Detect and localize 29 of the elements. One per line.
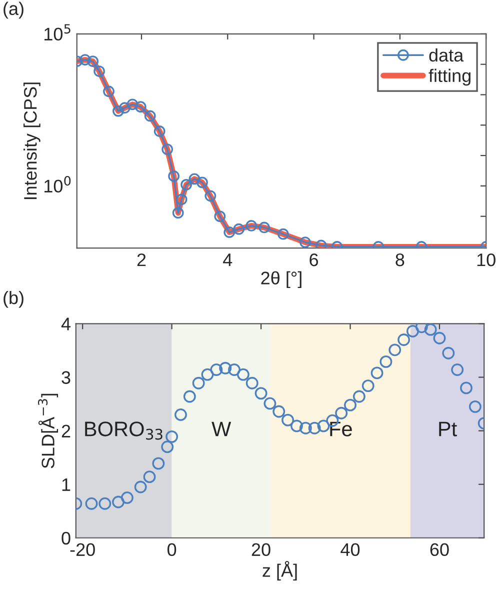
legend-label: fitting [428,68,470,86]
y-tick-label: 10$^{5}$ [44,24,70,41]
band-label: W [212,422,232,436]
x-tick-label: 20 [252,543,270,556]
x-tick-label: 40 [340,543,360,556]
x-axis-title: 2θ [°] [261,271,302,288]
x-tick-label: -20 [70,543,95,556]
y-tick-label: 3 [62,371,70,384]
band-label: Pt [439,422,457,436]
x-tick-label: 8 [396,253,404,266]
x-tick-label: 4 [223,254,232,266]
x-tick-label: 6 [310,253,318,266]
band-label: Fe [330,422,352,436]
x-tick-label: 0 [167,543,176,556]
y-tick-label: 10$^{0}$ [44,176,71,193]
y-tick-label: 1 [62,478,70,491]
y-tick-label: 4 [61,318,70,330]
legend-label: data [429,48,464,62]
band-label: BORO$_{33}$ [85,422,162,440]
x-tick-label: 60 [430,543,449,556]
x-tick-label: 10 [477,253,496,266]
x-axis-title: z [Å] [262,560,297,581]
x-tick-label: 2 [137,253,146,266]
chart-title: (b) [4,290,24,308]
chart-title: (a) [4,2,24,19]
y-tick-label: 0 [62,532,70,545]
y-axis-title: SLD[Å$^{−3}$] [38,394,58,468]
y-tick-label: 2 [62,424,70,438]
y-axis-title: Intensity [CPS] [24,82,40,200]
